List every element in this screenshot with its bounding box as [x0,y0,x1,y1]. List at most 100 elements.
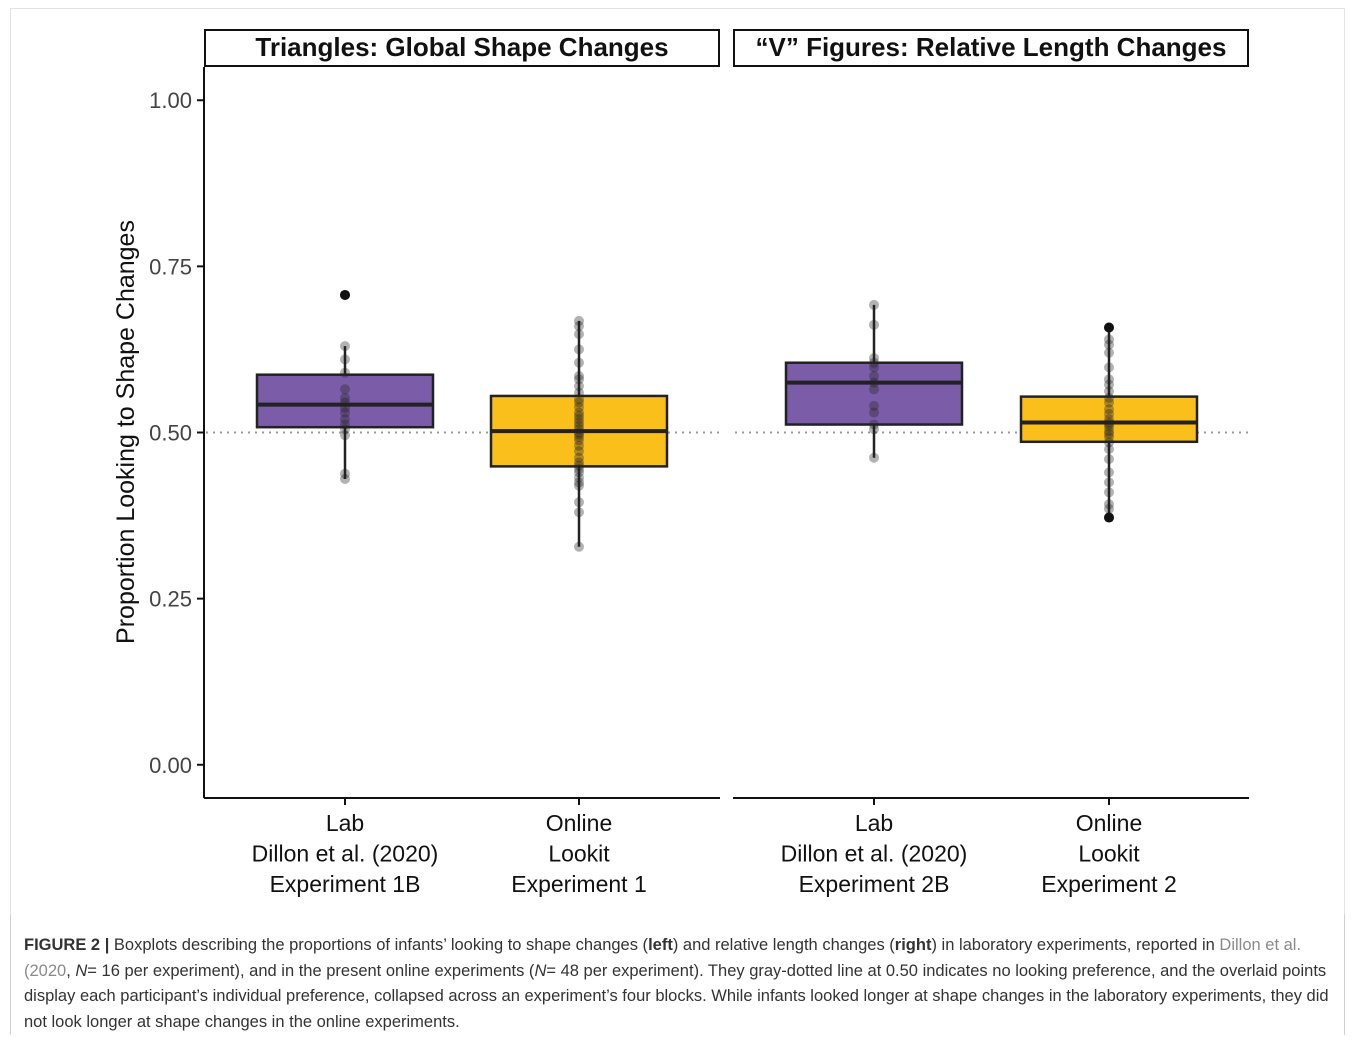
data-point [1104,417,1114,428]
y-tick-label: 1.00 [149,88,192,113]
data-point [1104,347,1114,358]
data-point [574,387,584,398]
data-point [869,384,879,395]
data-point [1104,379,1114,390]
panel-strip [733,29,1249,67]
data-point [340,407,350,418]
data-point [574,472,584,483]
box [1019,395,1199,444]
data-point [574,435,584,446]
x-tick-label: Lab [855,810,893,836]
data-point [340,367,350,378]
data-point [1104,503,1114,514]
group-2: Online Lookit Experiment 2 [1019,322,1199,897]
caption-separator: | [104,936,110,954]
data-point [1104,499,1114,510]
y-tick-label: 0.75 [149,254,192,279]
caption-text-2: ) and relative length changes ( [672,936,895,954]
data-point [340,468,350,479]
data-point [1104,414,1114,425]
data-point [574,507,584,518]
panel-title: “V” Figures: Relative Length Changes [756,32,1227,62]
outlier-point [1104,512,1114,523]
data-point [574,541,584,552]
data-point [340,474,350,485]
data-point [574,460,584,471]
data-point [340,354,350,365]
data-point [869,357,879,368]
data-point [869,400,879,411]
data-point [340,419,350,430]
data-point [574,480,584,491]
data-point [574,427,584,438]
x-tick-label: Online [546,810,612,836]
data-point [574,315,584,326]
data-point [574,397,584,408]
group-1: Lab Dillon et al. (2020) Experiment 1B [252,289,439,897]
y-axis-title: Proportion Looking to Shape Changes [112,220,140,644]
data-point [1104,444,1114,455]
data-point [340,430,350,441]
data-point [869,419,879,430]
caption-reference-link[interactable]: Dillon et al. (2020 [24,936,1302,980]
data-point [1104,428,1114,439]
data-point [574,402,584,413]
y-axis: 0.00 0.25 0.50 0.75 1.00 [149,67,205,798]
data-point [1104,397,1114,408]
outlier-point [340,289,350,300]
x-tick-label: Lookit [548,841,610,867]
data-point [340,341,350,352]
data-point [869,452,879,463]
data-point [1104,422,1114,433]
caption-text-6: = 48 per experiment). They gray-dotted l… [24,961,1329,1031]
data-point [574,446,584,457]
data-point [574,344,584,355]
data-point [340,397,350,408]
data-point [869,362,879,373]
outlier-point [1104,322,1114,333]
x-tick-label: Experiment 2B [799,871,950,897]
caption-bold-left: left [648,936,673,954]
x-tick-label: Experiment 2 [1041,871,1177,897]
data-point [1104,408,1114,419]
group-2: Online Lookit Experiment 1 [489,315,669,897]
panel-2: “V” Figures: Relative Length Changes Lab D… [733,29,1249,897]
frame-right-border [1344,8,1345,915]
data-point [1104,339,1114,350]
data-point [574,371,584,382]
data-point [574,429,584,440]
data-point [574,417,584,428]
x-tick-label: Dillon et al. (2020) [252,841,439,867]
data-point [574,477,584,488]
data-point [574,432,584,443]
box [255,373,435,429]
panel-1: Triangles: Global Shape Changes Lab Dillon… [204,29,720,897]
data-point [574,467,584,478]
data-point [574,464,584,475]
data-point [1104,404,1114,415]
data-point [869,377,879,388]
figure-caption: FIGURE 2 | Boxplots describing the propo… [24,933,1334,1035]
data-point [1104,467,1114,478]
data-point [1104,392,1114,403]
data-point [574,357,584,368]
data-point [1104,362,1114,373]
data-point [869,371,879,382]
data-point [574,497,584,508]
data-point [869,353,879,364]
data-point [1104,426,1114,437]
data-point [574,440,584,451]
caption-n-variable-2: N [534,961,547,980]
data-point [1104,334,1114,345]
data-point [574,380,584,391]
x-tick-label: Experiment 1B [270,871,421,897]
figure-label: FIGURE 2 [24,936,101,954]
data-point [1104,454,1114,465]
panel-title: Triangles: Global Shape Changes [255,32,668,62]
frame-top-border [10,8,1345,9]
x-tick-label: Dillon et al. (2020) [781,841,968,867]
data-point [574,329,584,340]
data-point [869,319,879,330]
data-point [574,457,584,468]
data-point [1104,487,1114,498]
